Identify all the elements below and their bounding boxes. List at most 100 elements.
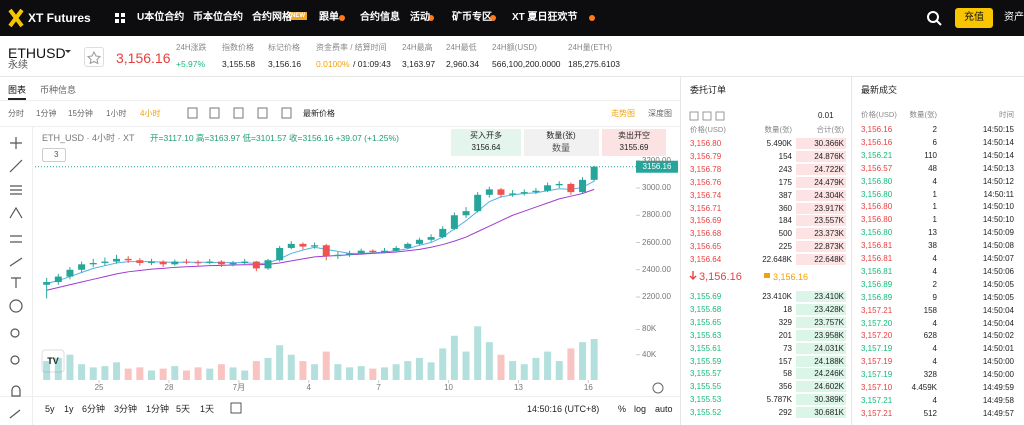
volume-bar: [101, 366, 109, 380]
tab[interactable]: 币种信息: [40, 85, 77, 95]
nav-item[interactable]: 活动: [410, 12, 430, 23]
range-button[interactable]: 1分钟: [146, 404, 170, 414]
candle-body: [136, 260, 144, 263]
divider: [0, 100, 680, 101]
last-price: 3,156.16: [116, 50, 171, 66]
volume-bar: [171, 366, 179, 380]
candle-body: [217, 261, 225, 265]
volume-bar: [182, 370, 190, 380]
column-header: 价格(USD): [690, 125, 726, 134]
volume-bar: [78, 364, 86, 380]
view-toggle[interactable]: 深度图: [648, 109, 672, 118]
volume-bar: [579, 342, 587, 380]
range-button[interactable]: 5天: [176, 404, 191, 414]
scale-option[interactable]: %: [618, 404, 627, 414]
search-icon[interactable]: [927, 11, 942, 26]
interval[interactable]: 1小时: [106, 109, 127, 118]
x-tick-label: 7月: [232, 383, 246, 392]
depth-bar: [796, 150, 846, 162]
depth-bar: [796, 355, 846, 367]
volume-bar: [485, 342, 493, 380]
trade-qty: 2: [932, 279, 937, 289]
stat-label: 指数价格: [222, 43, 254, 52]
trade-time: 14:50:09: [982, 228, 1014, 238]
divider: [0, 396, 680, 397]
stat-value: 2,960.34: [446, 59, 480, 69]
mark-flag: [764, 273, 770, 278]
book-price: 3,155.69: [690, 292, 722, 301]
logo: XT Futures: [28, 11, 91, 25]
volume-bar: [450, 335, 458, 380]
qty-input[interactable]: 数量: [551, 143, 571, 153]
range-button[interactable]: 1y: [64, 404, 74, 414]
stat-label: 24H最低: [446, 43, 477, 52]
candle-body: [567, 183, 575, 193]
nav-badge-text: NEW: [291, 13, 305, 19]
nav-item[interactable]: 币本位合约: [193, 12, 243, 23]
volume-bar: [229, 367, 237, 380]
depth-bar: [796, 138, 846, 149]
trade-qty: 1: [932, 189, 937, 199]
candle-body: [357, 250, 365, 254]
volume-bar: [520, 364, 528, 380]
candle-body: [520, 192, 528, 194]
book-qty: 360: [778, 203, 792, 213]
trade-price: 3,156.80: [861, 215, 893, 225]
candle-body: [322, 245, 330, 257]
trade-time: 14:50:06: [982, 266, 1014, 276]
range-button[interactable]: 1天: [200, 404, 215, 414]
view-toggle[interactable]: 走势图: [611, 109, 635, 118]
candle-body: [427, 237, 435, 240]
range-button[interactable]: 6分钟: [82, 404, 106, 414]
sell-label[interactable]: 卖出开空: [618, 131, 650, 140]
book-price: 3,156.79: [690, 151, 722, 161]
volume-tick-label: 40K: [642, 349, 657, 359]
interval[interactable]: 1分钟: [36, 109, 57, 118]
interval[interactable]: 分时: [8, 109, 24, 118]
nav-item[interactable]: XT 夏日狂欢节: [512, 12, 578, 23]
deposit-label[interactable]: 充值: [964, 12, 984, 23]
nav-item[interactable]: 矿币专区: [452, 12, 492, 23]
hot-icon: [428, 15, 434, 21]
buy-box[interactable]: [451, 129, 521, 156]
price-type[interactable]: 最新价格: [303, 109, 335, 118]
buy-label[interactable]: 买入开多: [470, 131, 502, 140]
nav-item[interactable]: 合约网格: [252, 12, 292, 23]
tab[interactable]: 图表: [8, 85, 27, 95]
volume-bar: [241, 370, 249, 380]
volume-bar: [439, 348, 447, 380]
scale-option[interactable]: log: [634, 404, 647, 414]
indicator-toggle[interactable]: [42, 148, 66, 162]
depth-bar: [796, 215, 846, 227]
book-qty: 292: [778, 408, 792, 418]
deposit-button[interactable]: [955, 8, 993, 28]
nav-item[interactable]: U本位合约: [137, 12, 185, 23]
nav-item[interactable]: 合约信息: [360, 12, 400, 23]
trade-price: 3,156.21: [861, 150, 893, 160]
nav-item[interactable]: 跟单: [319, 12, 339, 23]
favorite-button[interactable]: [84, 47, 104, 67]
trade-time: 14:50:05: [982, 292, 1014, 302]
range-button[interactable]: 5y: [45, 404, 55, 414]
settings-icon[interactable]: [652, 382, 664, 394]
trade-time: 14:50:01: [982, 344, 1014, 354]
candle-body: [89, 262, 97, 265]
column-header: 价格(USD): [861, 110, 897, 119]
volume-bar: [43, 361, 51, 380]
qty-box[interactable]: [524, 129, 599, 156]
interval[interactable]: 4小时: [140, 109, 161, 118]
column-header: 时间: [999, 110, 1014, 119]
scale-option[interactable]: auto: [655, 404, 673, 414]
candle-body: [171, 261, 179, 265]
assets-link[interactable]: 资产: [1004, 12, 1024, 23]
sell-box[interactable]: [602, 129, 666, 156]
depth-bar: [796, 189, 846, 201]
trade-time: 14:50:10: [982, 202, 1014, 212]
volume-bar: [590, 338, 598, 380]
book-total: 24.304K: [814, 190, 844, 200]
precision-select[interactable]: 0.01: [818, 111, 834, 120]
x-tick-label: 13: [514, 383, 523, 392]
interval[interactable]: 15分钟: [68, 109, 93, 118]
range-button[interactable]: 3分钟: [114, 404, 138, 414]
book-view-icon: [689, 111, 699, 121]
